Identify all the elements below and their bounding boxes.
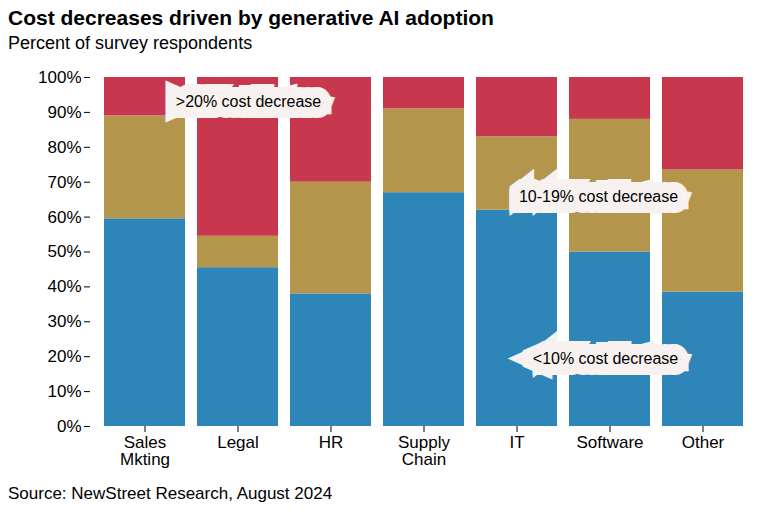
svg-text:Other: Other [682, 433, 725, 452]
svg-text:100%: 100% [38, 68, 81, 87]
svg-text:10-19% cost decrease: 10-19% cost decrease [519, 188, 678, 205]
html-text:Cost decreases driven by gener: Cost decreases driven by generative AI a… [8, 6, 494, 29]
svg-text:10%: 10% [47, 382, 81, 401]
svg-text:30%: 30% [47, 312, 81, 331]
svg-text:Legal: Legal [217, 433, 259, 452]
svg-text:0%: 0% [57, 417, 82, 436]
svg-text:40%: 40% [47, 277, 81, 296]
svg-text:HR: HR [319, 433, 344, 452]
svg-text:60%: 60% [47, 208, 81, 227]
svg-text:IT: IT [509, 433, 524, 452]
svg-text:50%: 50% [47, 242, 81, 261]
svg-text:SupplyChain: SupplyChain [398, 433, 450, 469]
svg-text:>20% cost decrease: >20% cost decrease [176, 93, 322, 110]
svg-text:Software: Software [576, 433, 643, 452]
svg-text:80%: 80% [47, 138, 81, 157]
svg-text:90%: 90% [47, 103, 81, 122]
html-text:Source: NewStreet Research, Au: Source: NewStreet Research, August 2024 [8, 484, 333, 503]
svg-text:SalesMkting: SalesMkting [120, 433, 170, 469]
svg-text:20%: 20% [47, 347, 81, 366]
html-text:Percent of survey respondents: Percent of survey respondents [8, 33, 253, 53]
svg-text:<10% cost decrease: <10% cost decrease [533, 350, 679, 367]
svg-text:70%: 70% [47, 173, 81, 192]
